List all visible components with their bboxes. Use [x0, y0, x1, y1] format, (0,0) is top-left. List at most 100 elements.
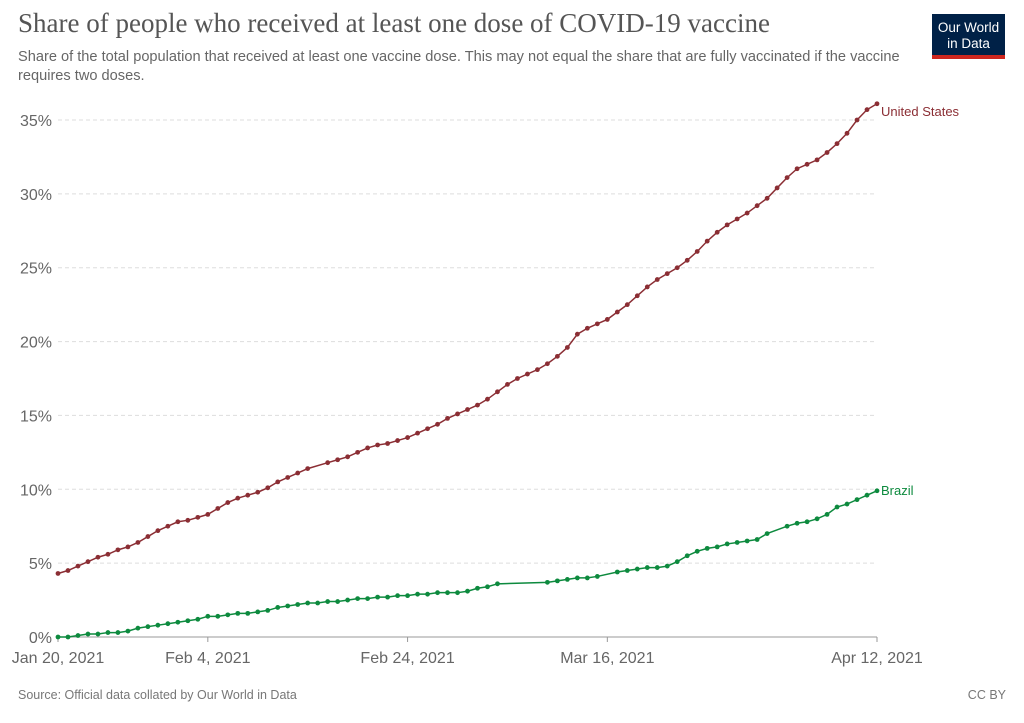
data-point	[95, 631, 101, 637]
data-point	[764, 531, 770, 536]
data-point	[155, 528, 161, 534]
data-point	[664, 271, 670, 277]
owid-logo[interactable]: Our World in Data	[932, 14, 1005, 59]
data-point	[584, 575, 590, 581]
data-point	[485, 396, 490, 402]
data-point	[85, 631, 91, 637]
data-point	[115, 547, 121, 553]
data-point	[844, 130, 850, 136]
data-point	[505, 382, 510, 387]
data-point	[794, 166, 800, 172]
data-point	[265, 608, 271, 613]
data-point	[325, 599, 331, 604]
data-point	[564, 345, 570, 350]
source-note[interactable]: Source: Official data collated by Our Wo…	[18, 688, 297, 702]
data-point	[654, 565, 660, 570]
data-point	[545, 361, 550, 367]
data-point	[355, 449, 361, 455]
data-point	[574, 331, 580, 337]
data-point	[445, 415, 450, 421]
y-tick-label: 35%	[20, 113, 52, 130]
data-point	[804, 161, 810, 167]
data-point	[135, 625, 141, 631]
data-point	[325, 460, 331, 466]
data-point	[255, 489, 261, 495]
data-point	[744, 210, 750, 216]
data-point	[594, 321, 600, 327]
data-point	[854, 497, 860, 503]
x-tick-label: Mar 16, 2021	[560, 650, 654, 667]
data-point	[624, 302, 630, 308]
data-point	[634, 566, 640, 572]
data-point	[135, 540, 141, 545]
data-point	[784, 523, 790, 529]
data-point	[664, 563, 670, 569]
logo-line-2: in Data	[947, 36, 990, 51]
data-point	[165, 621, 171, 627]
data-point	[604, 317, 610, 322]
data-point	[614, 569, 620, 575]
data-point	[754, 537, 760, 542]
data-point	[704, 238, 710, 244]
data-point	[694, 548, 700, 554]
y-tick-label: 30%	[20, 187, 52, 204]
logo-line-1: Our World	[937, 20, 1000, 35]
data-point	[185, 517, 191, 523]
data-point	[115, 630, 121, 635]
x-tick-label: Apr 12, 2021	[831, 650, 923, 667]
data-point	[455, 590, 460, 596]
data-point	[335, 457, 341, 463]
data-point	[614, 309, 620, 315]
data-point	[145, 534, 151, 539]
data-point	[385, 441, 390, 446]
data-point	[764, 195, 770, 201]
data-point	[714, 544, 720, 550]
data-point	[345, 597, 351, 603]
data-point	[824, 511, 830, 517]
data-point	[395, 438, 400, 443]
data-point	[195, 616, 201, 622]
data-point	[245, 492, 251, 498]
data-point	[804, 519, 810, 525]
data-point	[874, 101, 880, 107]
data-point	[295, 470, 301, 476]
data-point	[415, 430, 420, 436]
data-point	[794, 520, 800, 526]
data-point	[125, 544, 131, 550]
y-tick-label: 20%	[20, 335, 52, 352]
data-point	[525, 371, 530, 377]
data-point	[375, 594, 381, 600]
y-tick-label: 5%	[29, 556, 52, 573]
data-point	[435, 421, 440, 427]
y-tick-label: 15%	[20, 408, 52, 425]
data-point	[95, 554, 101, 560]
data-point	[155, 622, 161, 628]
data-point	[694, 249, 700, 254]
data-point	[195, 514, 201, 520]
data-point	[255, 609, 261, 615]
series-line	[57, 103, 878, 575]
data-point	[305, 466, 311, 472]
data-point	[235, 495, 241, 501]
y-tick-label: 10%	[20, 482, 52, 499]
data-point	[864, 107, 870, 113]
data-point	[824, 150, 830, 155]
data-point	[215, 613, 221, 619]
data-point	[425, 591, 430, 597]
data-point	[584, 325, 590, 331]
data-point	[674, 265, 680, 271]
data-point	[485, 584, 490, 590]
data-point	[75, 563, 81, 569]
data-point	[704, 545, 710, 551]
series-label: Brazil	[881, 483, 914, 498]
data-point	[105, 630, 111, 635]
data-point	[465, 588, 470, 594]
data-point	[714, 229, 720, 235]
data-point	[305, 600, 311, 606]
data-point	[65, 568, 71, 573]
license-note[interactable]: CC BY	[967, 688, 1006, 702]
y-tick-label: 0%	[29, 630, 52, 647]
data-point	[245, 610, 251, 616]
y-tick-label: 25%	[20, 261, 52, 278]
